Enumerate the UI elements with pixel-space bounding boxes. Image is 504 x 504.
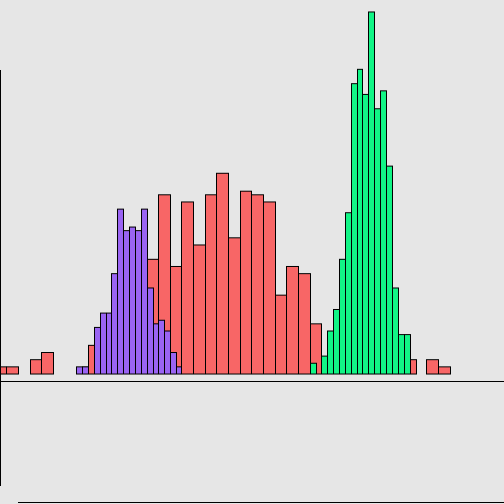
bar-series-3-bin-14 [392, 287, 399, 375]
bar-series-2-bin-10 [135, 230, 142, 375]
bar-series-3-bin-4 [333, 308, 340, 375]
bar-series-1-bin-13 [216, 172, 229, 375]
bar-series-2-bin-8 [123, 230, 130, 375]
bar-series-1-bin-1 [0, 366, 7, 375]
bar-series-2-bin-9 [129, 226, 136, 375]
bar-series-1-bin-4 [41, 352, 54, 375]
bar-series-2-bin-7 [117, 208, 124, 375]
bar-series-3-bin-11 [374, 108, 381, 375]
bar-series-3-bin-2 [321, 355, 328, 375]
bar-series-3-bin-9 [362, 93, 369, 375]
bar-series-2-bin-5 [106, 312, 112, 375]
bar-series-3-bin-15 [398, 334, 405, 375]
bar-series-3-bin-8 [357, 68, 363, 375]
bar-series-2-bin-12 [147, 287, 154, 375]
bar-series-2-bin-3 [94, 326, 101, 375]
bar-series-3-bin-13 [386, 165, 393, 375]
bar-series-2-bin-14 [158, 319, 165, 375]
bar-series-1-bin-24 [438, 366, 451, 375]
bar-series-1-bin-6 [88, 344, 95, 375]
bar-series-1-bin-23 [426, 359, 439, 375]
bar-series-3-bin-12 [380, 90, 387, 375]
bar-series-1-bin-19 [286, 265, 299, 375]
bar-series-2-bin-6 [111, 273, 118, 375]
bar-series-1-bin-10 [181, 201, 194, 375]
bar-series-1-bin-2 [6, 366, 19, 375]
bar-series-1-bin-15 [240, 190, 252, 375]
bar-series-2-bin-4 [100, 312, 107, 375]
bar-series-2-bin-2 [82, 366, 89, 375]
bar-series-3-bin-1 [310, 362, 317, 375]
bar-series-1-bin-20 [298, 273, 311, 375]
bar-series-3-bin-3 [327, 330, 334, 375]
bar-series-2-bin-11 [141, 208, 148, 375]
bars-layer [0, 11, 451, 375]
bar-series-2-bin-17 [176, 366, 182, 375]
bar-series-1-bin-17 [263, 201, 276, 375]
bar-series-2-bin-16 [170, 352, 177, 375]
bar-series-1-bin-11 [193, 244, 206, 375]
bar-series-1-bin-18 [275, 294, 287, 375]
bar-series-3-bin-7 [351, 83, 358, 375]
bar-series-1-bin-14 [228, 237, 241, 375]
bar-series-2-bin-13 [153, 323, 159, 375]
bar-series-1-bin-3 [30, 359, 42, 375]
bar-series-3-bin-5 [339, 258, 346, 375]
bar-series-3-bin-6 [345, 212, 352, 375]
bar-series-1-bin-12 [205, 194, 217, 375]
bar-series-3-bin-16 [404, 334, 411, 375]
bar-series-1-bin-16 [251, 194, 264, 375]
bar-series-2-bin-15 [164, 330, 171, 375]
bar-series-2-bin-1 [76, 366, 83, 375]
bar-series-3-bin-10 [368, 11, 375, 375]
